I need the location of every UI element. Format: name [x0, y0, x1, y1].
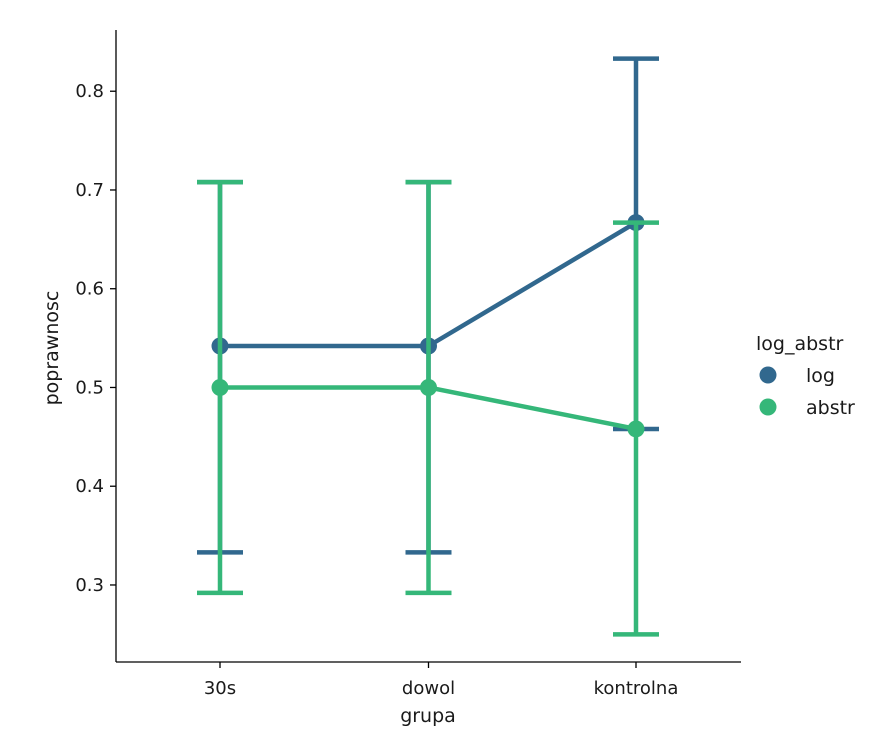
legend-marker	[759, 366, 777, 384]
legend-label: log	[806, 365, 835, 387]
data-point	[627, 420, 645, 438]
plot-area	[197, 56, 659, 637]
legend-title: log_abstr	[756, 333, 844, 355]
legend-entry-log: log	[759, 365, 835, 387]
x-ticks: 30s dowol kontrolna	[204, 662, 679, 699]
data-point	[211, 378, 229, 396]
y-tick-label: 0.8	[75, 81, 104, 102]
y-tick-label: 0.6	[75, 279, 104, 300]
legend-marker	[759, 398, 777, 416]
y-tick-label: 0.4	[75, 476, 104, 497]
x-tick-label: kontrolna	[594, 678, 679, 699]
legend-entry-abstr: abstr	[759, 397, 855, 419]
y-tick-label: 0.7	[75, 180, 104, 201]
y-tick-label: 0.3	[75, 575, 104, 596]
legend: log_abstr log abstr	[756, 333, 855, 419]
x-tick-label: dowol	[402, 678, 455, 699]
x-tick-label: 30s	[204, 678, 236, 699]
y-axis-label: poprawnosc	[41, 291, 63, 406]
data-point	[420, 378, 437, 396]
series-abstr	[197, 179, 659, 637]
axes: 0.3 0.4 0.5 0.6 0.7 0.8 30s dowol kontrolna gru…	[41, 30, 741, 727]
y-tick-label: 0.5	[75, 377, 104, 398]
legend-label: abstr	[806, 397, 855, 419]
y-ticks: 0.3 0.4 0.5 0.6 0.7 0.8	[75, 81, 116, 596]
x-axis-label: grupa	[400, 705, 456, 727]
